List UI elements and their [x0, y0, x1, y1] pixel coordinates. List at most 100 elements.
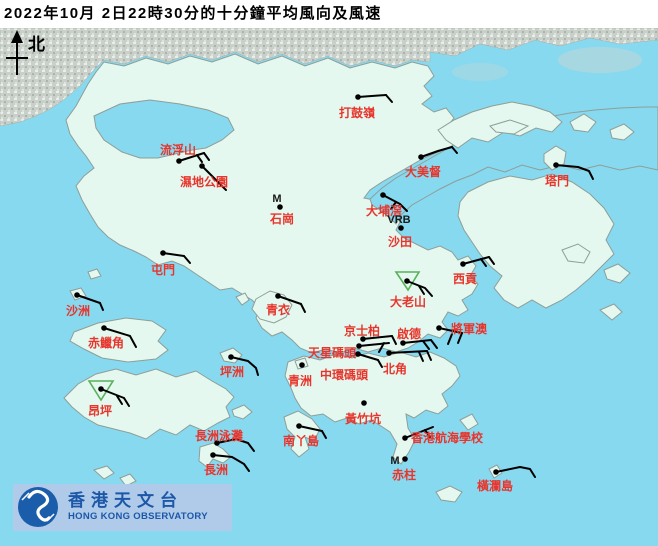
wind-barb-feather — [203, 152, 210, 161]
wind-barb — [178, 152, 205, 162]
station-dot — [101, 325, 107, 331]
wind-barb-feather — [300, 303, 306, 313]
station-green-island: 青洲 — [288, 362, 312, 388]
station-dot — [275, 293, 281, 299]
station-label: 青洲 — [288, 373, 312, 388]
station-tsing-yi: 青衣 — [266, 293, 306, 317]
wind-barb — [357, 94, 387, 98]
wind-barb — [462, 256, 490, 265]
station-tuen-mun: 屯門 — [151, 250, 191, 277]
station-label: 坪洲 — [220, 365, 244, 379]
wind-barb — [406, 280, 433, 297]
hko-logo-swirl — [27, 489, 51, 522]
station-dot — [176, 158, 182, 164]
station-waglan-island: 橫瀾島 — [477, 466, 536, 493]
wind-barb-feather — [183, 255, 191, 264]
station-label: 黃竹坑 — [344, 411, 381, 426]
wind-barb — [212, 454, 250, 472]
wind-barb — [495, 466, 536, 478]
station-label: 大老山 — [390, 294, 426, 309]
hko-logo-tick — [21, 492, 30, 501]
po-toi-island — [435, 485, 463, 503]
wind-barb — [201, 165, 221, 185]
wind-barb — [362, 335, 393, 340]
station-dot — [214, 440, 220, 446]
wind-barb — [230, 356, 259, 376]
station-dot — [228, 354, 234, 360]
station-label: 石崗 — [269, 211, 294, 226]
station-dot — [400, 340, 406, 346]
station-dot — [398, 225, 404, 231]
tung-lung-chau — [459, 413, 479, 431]
station-label: 將軍澳 — [451, 321, 488, 336]
station-star-ferry-pier: 天星碼頭 — [308, 342, 390, 360]
station-dot — [360, 336, 366, 342]
ne-island-2 — [609, 123, 635, 141]
lung-kwu-chau — [87, 268, 102, 280]
station-sai-kung: 西貢 — [453, 256, 495, 286]
station-dot — [402, 435, 408, 441]
station-dot — [199, 163, 205, 169]
station-kings-park: 京士柏 — [344, 323, 397, 345]
station-dot — [296, 423, 302, 429]
station-tap-mun: 塔門 — [545, 162, 594, 188]
station-dot — [98, 386, 104, 392]
station-label: 塔門 — [545, 173, 569, 188]
station-dot — [436, 325, 442, 331]
station-label: 流浮山 — [160, 142, 196, 157]
station-dot — [355, 351, 361, 357]
wind-barb-feather — [488, 256, 495, 265]
wind-barb-feather — [321, 430, 327, 439]
station-label: 中環碼頭 — [320, 367, 369, 382]
station-tai-po-kau: 大埔滘 — [366, 192, 408, 218]
wind-barb — [388, 350, 428, 354]
wind-barb — [382, 194, 408, 212]
station-stanley: M赤柱 — [390, 455, 416, 482]
wind-barb — [357, 353, 379, 361]
ne-island-3 — [489, 119, 530, 135]
ninepin-island — [599, 303, 623, 321]
map-title: 2022年10月 2日22時30分的十分鐘平均風向及風速 — [0, 0, 658, 28]
wind-barb — [404, 426, 434, 439]
station-label: 長洲泳灘 — [195, 428, 243, 443]
wind-barb — [420, 146, 453, 158]
station-shek-kong: M 石崗 — [269, 193, 294, 226]
wind-barb-feather — [99, 302, 104, 311]
wind-barb-feather — [418, 351, 424, 362]
station-tai-mei-tuk: 大美督 — [405, 146, 458, 179]
triangle-marker — [394, 271, 421, 292]
wind-barb — [76, 294, 101, 304]
sai-kung-peninsula — [457, 173, 615, 309]
ma-wan-island — [235, 292, 250, 306]
tsing-yi-island — [251, 290, 293, 324]
cloud-texture — [452, 63, 508, 81]
shelter-island-2 — [603, 263, 631, 284]
station-label: 赤鱲角 — [88, 335, 124, 350]
station-sha-tin: VRB 沙田 — [387, 214, 412, 249]
station-tseung-kwan-o: 將軍澳 — [436, 321, 488, 345]
station-kai-tak: 啟德 — [397, 326, 438, 350]
wind-barb — [277, 295, 302, 305]
station-dot — [210, 452, 216, 458]
north-label: 北 — [28, 35, 45, 54]
wind-barb-feather — [116, 395, 123, 405]
station-dot — [460, 261, 466, 267]
wind-barb-feather — [418, 285, 425, 295]
station-cheung-chau-beach: 長洲泳灘 — [195, 428, 255, 452]
station-label: 西貢 — [453, 272, 477, 286]
station-dot — [160, 250, 166, 256]
station-wetland-park: 濕地公園 — [180, 163, 228, 191]
wind-barb — [162, 252, 185, 257]
station-dot — [553, 162, 559, 168]
station-label: 香港航海學校 — [410, 430, 484, 445]
wind-barb-feather — [422, 340, 430, 350]
station-label: 屯門 — [151, 262, 175, 277]
wind-barb — [103, 327, 137, 348]
station-label: 橫瀾島 — [477, 478, 513, 493]
hko-logo-tick — [46, 513, 55, 522]
wind-barb-feather — [377, 359, 383, 368]
wind-barb-feather — [447, 333, 453, 345]
station-label: 沙田 — [388, 235, 412, 249]
soko-island-2 — [119, 473, 137, 487]
hko-name-chinese: 香港天文台 — [68, 490, 183, 510]
